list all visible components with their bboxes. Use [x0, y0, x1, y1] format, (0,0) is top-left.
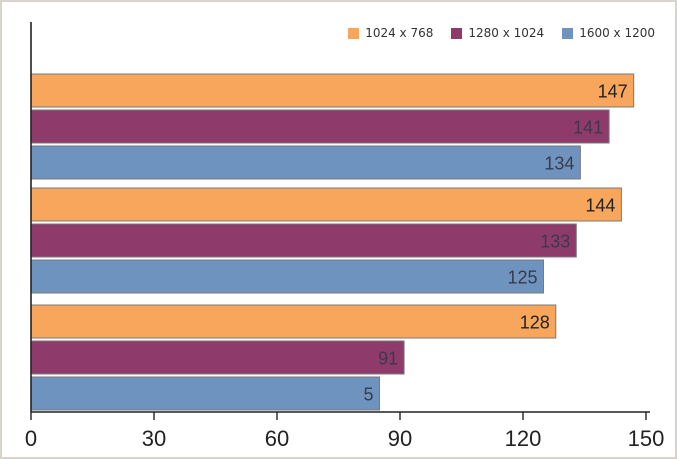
legend-swatch-series-1	[348, 27, 360, 39]
bar-series-2-category-2	[30, 223, 577, 258]
data-label-series-2-category-1: 141	[573, 118, 603, 138]
data-label-series-2-category-2: 133	[540, 232, 570, 252]
legend-label-series-1: 1024 x 768	[365, 26, 434, 40]
legend: 1024 x 768 1280 x 1024 1600 x 1200	[348, 26, 655, 40]
bar-series-2-category-1	[30, 109, 610, 144]
bar-series-1-category-2	[30, 187, 622, 222]
legend-item-series-2: 1280 x 1024	[451, 26, 544, 40]
bar-series-3-category-3	[30, 376, 380, 411]
legend-label-series-3: 1600 x 1200	[579, 26, 655, 40]
legend-swatch-series-3	[562, 27, 574, 39]
data-label-series-3-category-2: 125	[507, 268, 537, 288]
bar-series-3-category-2	[30, 259, 544, 294]
bar-series-1-category-3	[30, 304, 557, 339]
data-label-series-1-category-3: 128	[520, 313, 550, 333]
data-label-series-2-category-3: 91	[378, 349, 398, 369]
bar-series-3-category-1	[30, 145, 581, 180]
legend-swatch-series-2	[451, 27, 463, 39]
x-tick-label-0: 0	[25, 426, 37, 451]
legend-item-series-1: 1024 x 768	[348, 26, 433, 40]
x-tick-label-120: 120	[505, 426, 542, 451]
data-label-series-3-category-1: 134	[544, 154, 574, 174]
legend-item-series-3: 1600 x 1200	[562, 26, 655, 40]
x-tick-label-150: 150	[628, 426, 665, 451]
bar-series-1-category-1	[30, 73, 635, 108]
x-tick-label-90: 90	[388, 426, 412, 451]
legend-label-series-2: 1280 x 1024	[468, 26, 545, 40]
x-tick-label-60: 60	[265, 426, 289, 451]
data-label-series-1-category-2: 144	[585, 196, 615, 216]
x-tick-label-30: 30	[142, 426, 166, 451]
data-label-series-3-category-3: 5	[363, 385, 373, 405]
data-label-series-1-category-1: 147	[598, 82, 628, 102]
bar-series-2-category-3	[30, 340, 405, 375]
